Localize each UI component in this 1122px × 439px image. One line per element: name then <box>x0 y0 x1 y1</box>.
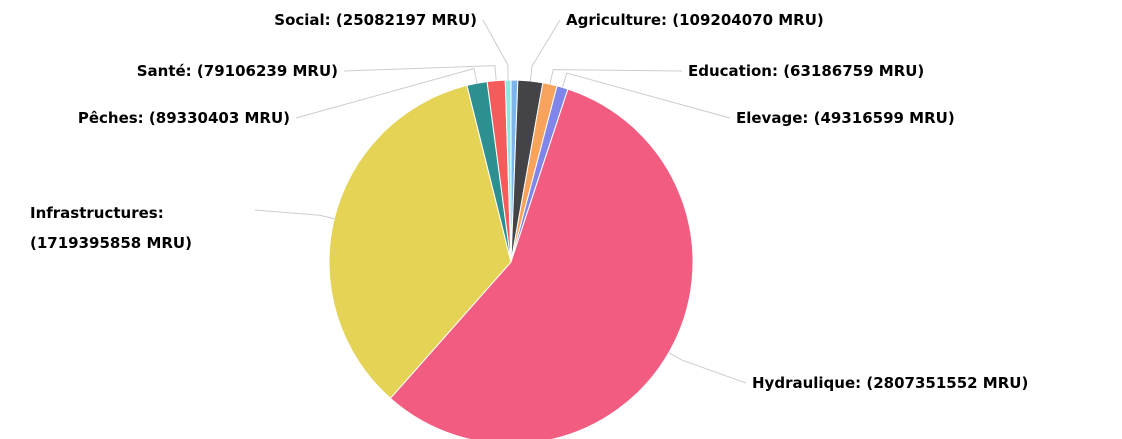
connector <box>295 67 478 119</box>
data-label: Agriculture: (109204070 MRU) <box>566 11 824 29</box>
pie-slice <box>389 88 694 439</box>
connector <box>529 19 561 82</box>
pie-slice <box>328 84 512 400</box>
data-label: Pêches: (89330403 MRU) <box>77 109 290 127</box>
connector <box>343 65 497 81</box>
connector <box>482 19 509 81</box>
connector <box>549 69 683 85</box>
data-label: Infrastructures: (1719395858 MRU) <box>30 204 192 252</box>
connector <box>254 209 335 220</box>
data-label: Elevage: (49316599 MRU) <box>736 109 955 127</box>
data-label: Education: (63186759 MRU) <box>688 62 925 80</box>
connector <box>562 72 731 119</box>
connector <box>668 352 747 384</box>
data-label: Santé: (79106239 MRU) <box>136 62 338 80</box>
data-label: Social: (25082197 MRU) <box>274 11 477 29</box>
data-label: Hydraulique: (2807351552 MRU) <box>752 374 1029 392</box>
